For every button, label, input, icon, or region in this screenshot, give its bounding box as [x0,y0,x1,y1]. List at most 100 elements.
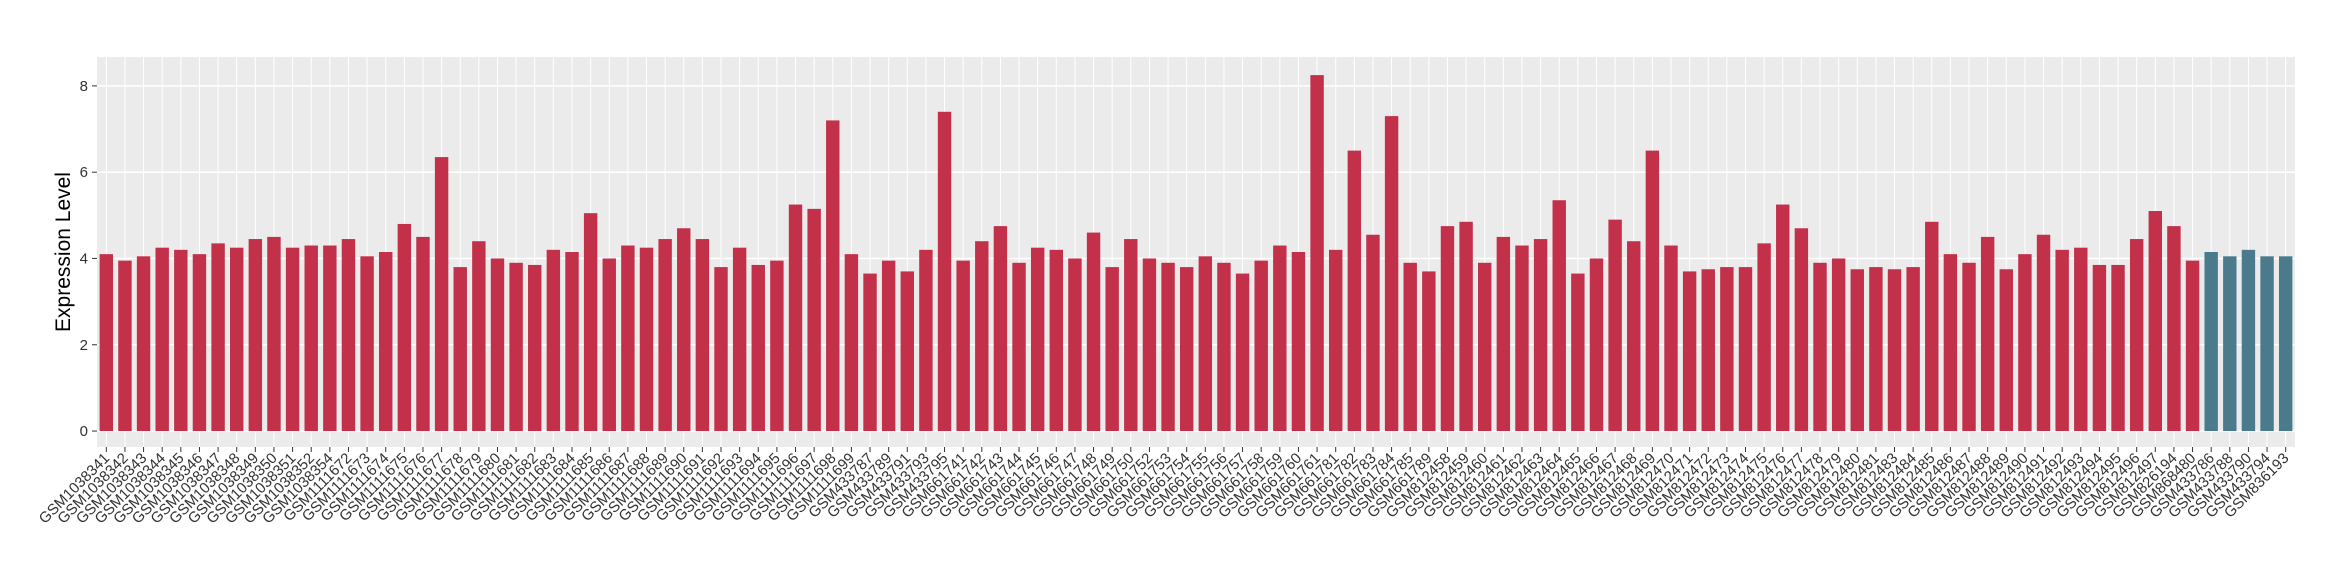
bar [248,239,263,432]
bar [453,267,467,432]
bar [956,260,970,432]
bar [285,247,300,432]
bar [1831,258,1846,432]
bar [360,256,374,432]
bar [1645,150,1660,432]
bar [602,258,616,432]
bar [416,236,430,432]
bar [1440,226,1455,432]
bar [1403,262,1417,432]
y-tick-label: 2 [80,337,88,354]
bar [1738,267,1753,432]
bar [1571,273,1585,432]
bar [1254,260,1268,432]
bar [1235,273,1250,432]
bar [1459,221,1473,432]
bar [1589,258,1604,432]
bar [732,247,747,432]
bar [788,204,803,432]
y-axis-title: Expression Level [52,172,75,332]
bar [509,262,523,432]
bar [1124,239,1138,432]
bar [1925,221,1939,432]
bar [2055,249,2069,432]
bar [1776,204,1790,432]
bar [583,213,598,432]
bar [229,247,244,432]
bar [1161,262,1175,432]
bar [99,254,114,432]
bar [826,120,840,432]
bar [211,243,225,432]
bar [1813,262,1827,432]
bar [341,239,356,432]
bar [1030,247,1045,432]
bar [1068,258,1082,432]
bar [1794,228,1809,432]
bar [1347,150,1362,432]
bar [1533,239,1548,432]
bar [2278,256,2293,432]
bar [1142,258,1157,432]
bar [1105,267,1119,432]
bar [2241,249,2256,432]
bar [1720,267,1734,432]
bar [1384,116,1399,432]
bar [528,264,542,432]
bar [379,252,393,432]
bar [1962,262,1976,432]
bar [937,111,952,432]
bar [1496,236,1511,432]
bar [770,260,784,432]
bar [1198,256,1213,432]
bar [1757,243,1771,432]
bar [490,258,505,432]
bar [565,252,579,432]
bar [304,245,318,432]
bar [1515,245,1529,432]
bar [546,249,561,432]
bar [695,239,710,432]
bar [1422,271,1436,432]
bar [155,247,169,432]
bar [993,226,1008,432]
bar [1980,236,1995,432]
y-tick-label: 4 [80,250,88,267]
y-tick-label: 6 [80,164,88,181]
bar [714,267,728,432]
bar [2148,211,2163,432]
bar [2111,264,2125,432]
bar [844,254,859,432]
bar [2129,239,2144,432]
y-tick-label: 8 [80,78,88,95]
bar [1701,269,1715,432]
bar [397,223,412,432]
bar [1086,232,1101,432]
bar [621,245,635,432]
bar [2167,226,2181,432]
bar [192,254,207,432]
bar [267,236,281,432]
bar [174,249,188,432]
bar [1273,245,1287,432]
bar [1552,200,1566,432]
bar [863,273,877,432]
bar [900,271,914,432]
bar [1999,269,2013,432]
bar [1012,262,1026,432]
bar [1887,269,1902,432]
bar [1869,267,1883,432]
bar [2223,256,2237,432]
bar [807,208,821,432]
bar [751,264,765,432]
bar [2260,256,2274,432]
bar [1664,245,1678,432]
bar [1291,252,1306,432]
bar [472,241,486,432]
bar [1328,249,1343,432]
bar [118,260,132,432]
bar [2092,264,2107,432]
bar [2204,252,2218,432]
bar [919,249,933,432]
